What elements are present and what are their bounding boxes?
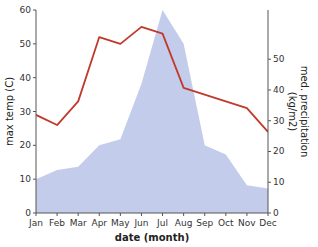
y-tick-label: 0 [25, 208, 31, 218]
y-tick-label: 20 [20, 140, 32, 150]
y2-tick-label: 10 [273, 177, 285, 187]
y-tick [33, 77, 36, 78]
x-tick [204, 213, 205, 216]
x-tick [141, 213, 142, 216]
x-tick [78, 213, 79, 216]
y-tick [33, 179, 36, 180]
y2-tick-label: 50 [273, 54, 285, 64]
y2-axis-label: med. precipitation(kg/m2) [287, 66, 310, 158]
x-tick-label: Jul [156, 218, 168, 228]
y2-tick-label: 40 [273, 85, 285, 95]
y2-tick [268, 213, 271, 214]
x-tick-label: Jan [28, 218, 43, 228]
x-tick [183, 213, 184, 216]
y2-tick-label: 20 [273, 146, 285, 156]
x-tick-label: May [111, 218, 130, 228]
x-tick-label: Nov [238, 218, 256, 228]
y2-tick-label: 30 [273, 116, 285, 126]
y-tick [33, 43, 36, 44]
y2-axis-label-line: med. precipitation [299, 66, 310, 158]
x-tick [120, 213, 121, 216]
x-tick-label: Sep [196, 218, 213, 228]
y-tick [33, 10, 36, 11]
x-tick [99, 213, 100, 216]
x-tick-label: Aug [175, 218, 193, 228]
y-tick [33, 111, 36, 112]
x-axis-label: date (month) [115, 232, 189, 243]
y2-tick [268, 59, 271, 60]
x-tick [57, 213, 58, 216]
y-tick-label: 60 [20, 5, 32, 15]
y2-tick-label: 0 [273, 208, 279, 218]
y-tick-label: 30 [20, 107, 32, 117]
y2-tick [268, 182, 271, 183]
y-tick-label: 10 [20, 174, 32, 184]
x-tick-label: Dec [259, 218, 276, 228]
temperature-line [36, 27, 268, 132]
x-axis-line [36, 213, 268, 214]
x-tick [225, 213, 226, 216]
x-tick-label: Apr [91, 218, 107, 228]
y-tick [33, 213, 36, 214]
x-tick-label: Mar [70, 218, 87, 228]
x-tick [246, 213, 247, 216]
y2-tick [268, 120, 271, 121]
chart: JanFebMarAprMayJunJulAugSepOctNovDec0102… [0, 0, 318, 247]
y-tick-label: 40 [20, 73, 32, 83]
y-axis-label: max temp (C) [4, 77, 15, 146]
x-tick-label: Oct [218, 218, 234, 228]
y-tick-label: 50 [20, 39, 32, 49]
y2-tick [268, 151, 271, 152]
x-tick-label: Jun [133, 218, 148, 228]
y2-axis-label-line: (kg/m2) [287, 92, 298, 132]
precipitation-area [36, 10, 268, 213]
x-tick-label: Feb [49, 218, 65, 228]
plot-area [36, 10, 268, 213]
y2-tick [268, 89, 271, 90]
x-tick [162, 213, 163, 216]
y-tick [33, 145, 36, 146]
